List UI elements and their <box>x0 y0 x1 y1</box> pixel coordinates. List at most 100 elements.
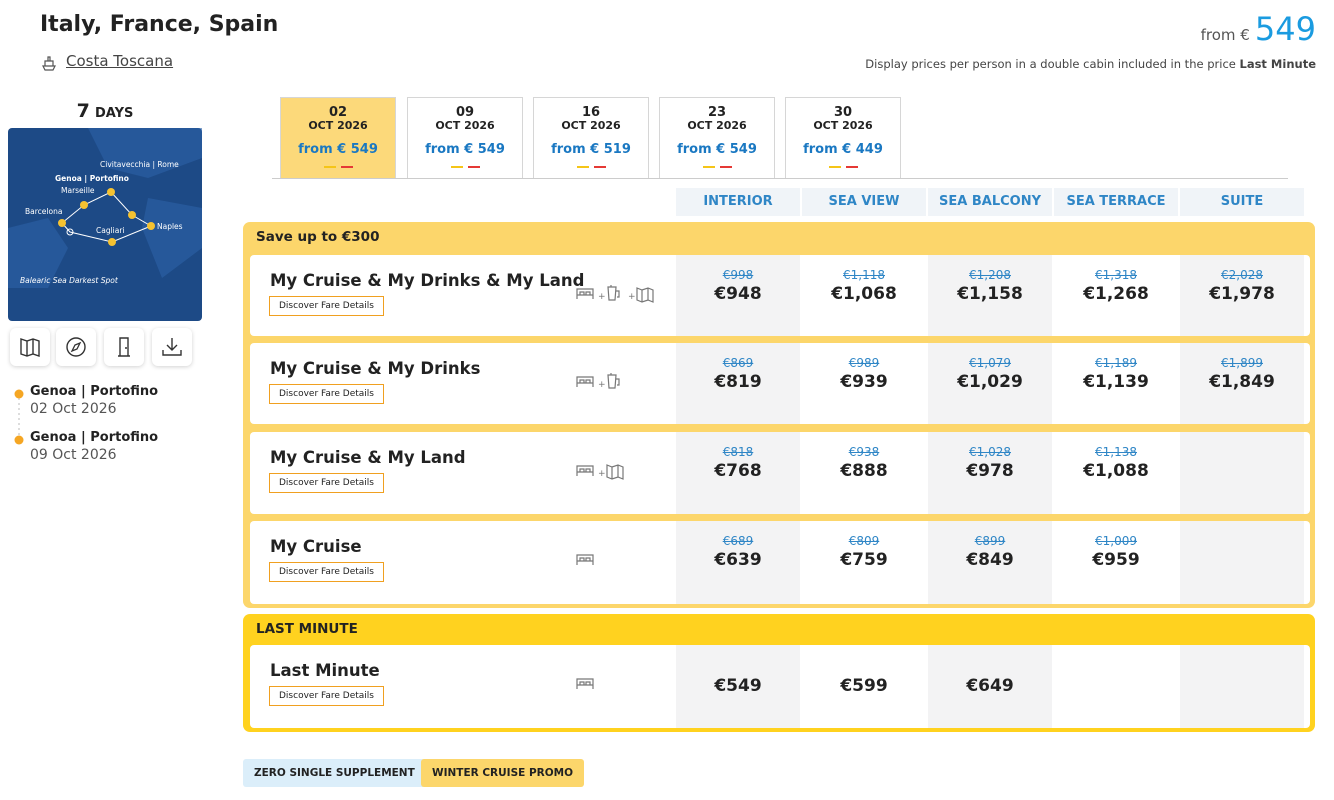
price[interactable]: €639 <box>714 550 762 570</box>
door-button[interactable] <box>104 328 144 366</box>
tabs-rule <box>272 178 1288 179</box>
date-tab[interactable]: 09 OCT 2026 from € 549 <box>407 97 523 178</box>
price-cell-bg <box>676 432 800 514</box>
price[interactable]: €1,139 <box>1083 372 1149 392</box>
column-header: SEA BALCONY <box>928 188 1052 216</box>
price-cell-bg <box>1180 255 1304 336</box>
old-price: €1,899 <box>1221 356 1263 370</box>
old-price: €1,028 <box>969 445 1011 459</box>
title: Italy, France, Spain <box>40 12 279 37</box>
fare-name: Last Minute <box>270 661 380 680</box>
price[interactable]: €978 <box>966 461 1014 481</box>
svg-text:+: + <box>598 380 606 390</box>
price[interactable]: €1,158 <box>957 284 1023 304</box>
from-price: 549 <box>1254 10 1316 48</box>
availability <box>534 163 648 168</box>
date-tab[interactable]: 23 OCT 2026 from € 549 <box>659 97 775 178</box>
map-label: Marseille <box>61 186 95 195</box>
price[interactable]: €549 <box>714 676 762 696</box>
tab-price: from € 549 <box>425 142 505 157</box>
tab-month: OCT 2026 <box>561 119 621 132</box>
price[interactable]: €1,088 <box>1083 461 1149 481</box>
price-cell-bg <box>676 645 800 728</box>
availability <box>408 163 522 168</box>
price[interactable]: €1,978 <box>1209 284 1275 304</box>
days-label: DAYS <box>94 106 134 121</box>
svg-text:+: + <box>598 469 606 479</box>
price-note: Display prices per person in a double ca… <box>865 57 1316 71</box>
tab-price: from € 449 <box>803 142 883 157</box>
price[interactable]: €888 <box>840 461 888 481</box>
tab-month: OCT 2026 <box>687 119 747 132</box>
price[interactable]: €959 <box>1092 550 1140 570</box>
date-tab[interactable]: 02 OCT 2026 from € 549 <box>280 97 396 178</box>
map-button[interactable] <box>10 328 50 366</box>
date-tab[interactable]: 16 OCT 2026 from € 519 <box>533 97 649 178</box>
fare-details-button[interactable]: Discover Fare Details <box>269 384 384 404</box>
old-price: €998 <box>722 268 754 282</box>
note: Display prices per person in a double ca… <box>865 57 1236 71</box>
compass-button[interactable] <box>56 328 96 366</box>
date: 02 Oct 2026 <box>30 401 117 417</box>
old-price: €818 <box>722 445 754 459</box>
column-header: SUITE <box>1180 188 1304 216</box>
price[interactable]: €599 <box>840 676 888 696</box>
price-cell-bg <box>1180 645 1304 728</box>
tab-price: from € 549 <box>677 142 757 157</box>
days: 7 DAYS <box>8 100 202 122</box>
price-from: from € 549 <box>1201 10 1316 48</box>
map[interactable] <box>8 128 202 321</box>
price[interactable]: €819 <box>714 372 762 392</box>
fare-name: My Cruise & My Land <box>270 448 466 467</box>
fare-name: My Cruise & My Drinks & My Land <box>270 271 585 290</box>
price[interactable]: €1,068 <box>831 284 897 304</box>
ship-icon <box>42 56 56 71</box>
old-price: €2,028 <box>1221 268 1263 282</box>
price[interactable]: €1,849 <box>1209 372 1275 392</box>
from-label: from € <box>1200 26 1250 44</box>
fare-details-button[interactable]: Discover Fare Details <box>269 562 384 582</box>
fare-icons: + <box>576 464 624 480</box>
fare-details-button[interactable]: Discover Fare Details <box>269 473 384 493</box>
column-header: SEA TERRACE <box>1054 188 1178 216</box>
itinerary-line <box>14 389 24 445</box>
price[interactable]: €649 <box>966 676 1014 696</box>
price-cell-bg <box>928 432 1052 514</box>
fare-details-button[interactable]: Discover Fare Details <box>269 686 384 706</box>
fare-details-button[interactable]: Discover Fare Details <box>269 296 384 316</box>
download-button[interactable] <box>152 328 192 366</box>
price-cell-bg <box>928 521 1052 604</box>
map-label: Civitavecchia | Rome <box>100 160 179 169</box>
price[interactable]: €849 <box>966 550 1014 570</box>
map-label: Cagliari <box>96 226 125 235</box>
group-title: Save up to €300 <box>256 229 380 245</box>
old-price: €1,118 <box>843 268 885 282</box>
fare-name: My Cruise <box>270 537 362 556</box>
price[interactable]: €948 <box>714 284 762 304</box>
price[interactable]: €1,268 <box>1083 284 1149 304</box>
price[interactable]: €759 <box>840 550 888 570</box>
price-cell-bg <box>928 343 1052 424</box>
availability <box>660 163 774 168</box>
availability <box>786 163 900 168</box>
tab-price: from € 549 <box>298 142 378 157</box>
fare-icons: + + <box>576 285 654 303</box>
old-price: €869 <box>722 356 754 370</box>
price-cell-bg <box>1180 432 1304 514</box>
ship-link[interactable]: Costa Toscana <box>66 52 174 70</box>
tab-day: 09 <box>455 105 475 120</box>
fare-icons: + <box>576 373 620 390</box>
note-bold: Last Minute <box>1239 57 1317 71</box>
old-price: €938 <box>848 445 880 459</box>
price-cell-bg <box>676 343 800 424</box>
price[interactable]: €768 <box>714 461 762 481</box>
old-price: €989 <box>848 356 880 370</box>
price-cell-bg <box>676 255 800 336</box>
date-tab[interactable]: 30 OCT 2026 from € 449 <box>785 97 901 178</box>
price[interactable]: €1,029 <box>957 372 1023 392</box>
tab-day: 30 <box>833 105 853 120</box>
price[interactable]: €939 <box>840 372 888 392</box>
price-cell-bg <box>676 521 800 604</box>
column-header: SEA VIEW <box>802 188 926 216</box>
